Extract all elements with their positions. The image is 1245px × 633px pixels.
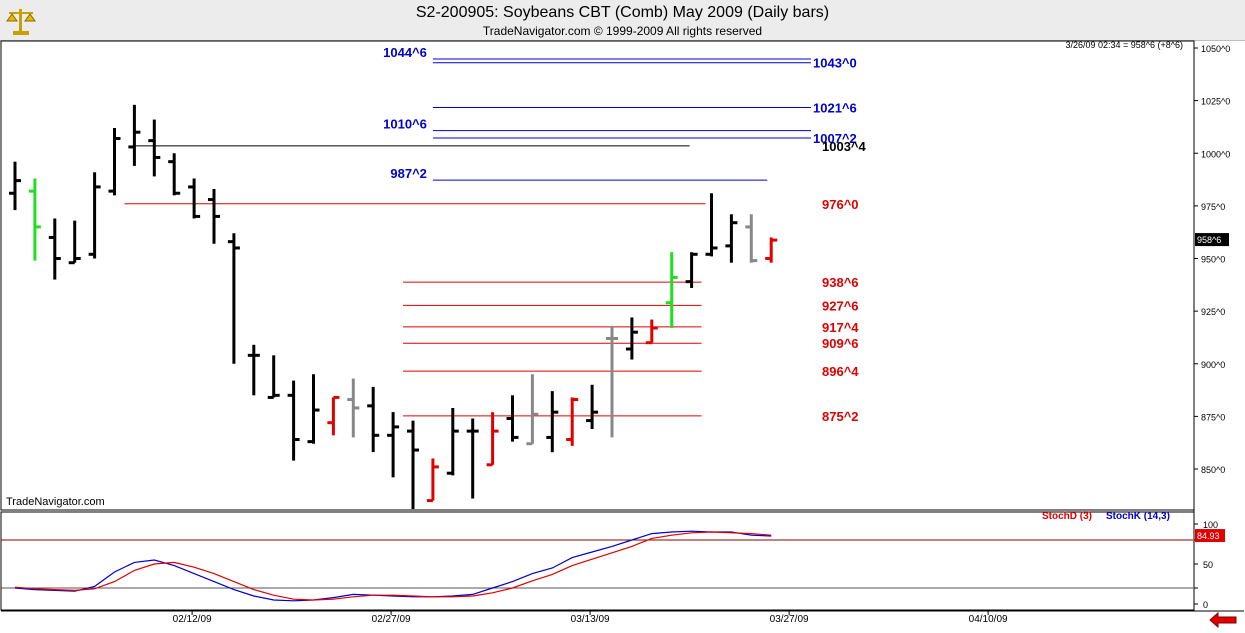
back-arrow-icon[interactable] bbox=[1208, 611, 1238, 633]
stoch-last-box bbox=[1195, 529, 1225, 543]
y-tick-label: 1050^0 bbox=[1201, 44, 1230, 54]
y-tick-label: 975^0 bbox=[1201, 202, 1225, 212]
y-tick-label: 1000^0 bbox=[1201, 149, 1230, 159]
stoch-series-line bbox=[14, 531, 772, 601]
legend-stochk: StochK (14,3) bbox=[1106, 511, 1170, 522]
y-tick-label: 925^0 bbox=[1201, 307, 1225, 317]
watermark-text: TradeNavigator.com bbox=[6, 496, 105, 508]
date-tick-label: 02/27/09 bbox=[372, 614, 411, 625]
level-label: 1043^0 bbox=[813, 56, 857, 71]
stoch-tick-label: 0 bbox=[1203, 600, 1208, 610]
y-tick-label: 1025^0 bbox=[1201, 97, 1230, 107]
level-label: 1003^4 bbox=[822, 139, 867, 154]
level-label: 1044^6 bbox=[383, 45, 427, 60]
stoch-tick-label: 50 bbox=[1203, 560, 1213, 570]
date-tick-label: 03/13/09 bbox=[571, 614, 610, 625]
last-price-label: 958^6 bbox=[1197, 235, 1221, 245]
y-tick-label: 875^0 bbox=[1201, 412, 1225, 422]
level-label: 976^0 bbox=[822, 197, 859, 212]
y-tick-label: 950^0 bbox=[1201, 255, 1225, 265]
y-tick-label: 850^0 bbox=[1201, 465, 1225, 475]
last-price-box bbox=[1195, 233, 1229, 247]
level-label: 909^6 bbox=[822, 336, 859, 351]
title-bar: S2-200905: Soybeans CBT (Comb) May 2009 … bbox=[0, 0, 1245, 41]
price-panel-frame bbox=[0, 40, 1195, 511]
stoch-tick-label: 100 bbox=[1203, 520, 1218, 530]
level-label: 987^2 bbox=[390, 166, 427, 181]
scales-icon bbox=[4, 5, 38, 42]
stoch-panel-frame bbox=[0, 511, 1195, 611]
level-label: 938^6 bbox=[822, 275, 859, 290]
date-tick-label: 02/12/09 bbox=[173, 614, 212, 625]
copyright-line: TradeNavigator.com © 1999-2009 All right… bbox=[482, 24, 763, 38]
chart-title: S2-200905: Soybeans CBT (Comb) May 2009 … bbox=[415, 4, 830, 21]
price-readout: 3/26/09 02:34 = 958^6 (+8^6) bbox=[1065, 40, 1183, 50]
level-label: 896^4 bbox=[822, 364, 859, 379]
level-label: 875^2 bbox=[822, 409, 859, 424]
level-label: 917^4 bbox=[822, 320, 859, 335]
stoch-series-line bbox=[14, 530, 772, 602]
y-tick-label: 900^0 bbox=[1201, 360, 1225, 370]
level-label: 1010^6 bbox=[383, 117, 427, 132]
date-tick-label: 03/27/09 bbox=[770, 614, 809, 625]
date-tick-label: 04/10/09 bbox=[969, 614, 1008, 625]
legend-stochd: StochD (3) bbox=[1042, 511, 1092, 522]
level-label: 1007^2 bbox=[813, 131, 857, 146]
level-label: 1021^6 bbox=[813, 100, 857, 115]
stoch-last-label: 84.93 bbox=[1197, 531, 1220, 541]
level-label: 927^6 bbox=[822, 298, 859, 313]
